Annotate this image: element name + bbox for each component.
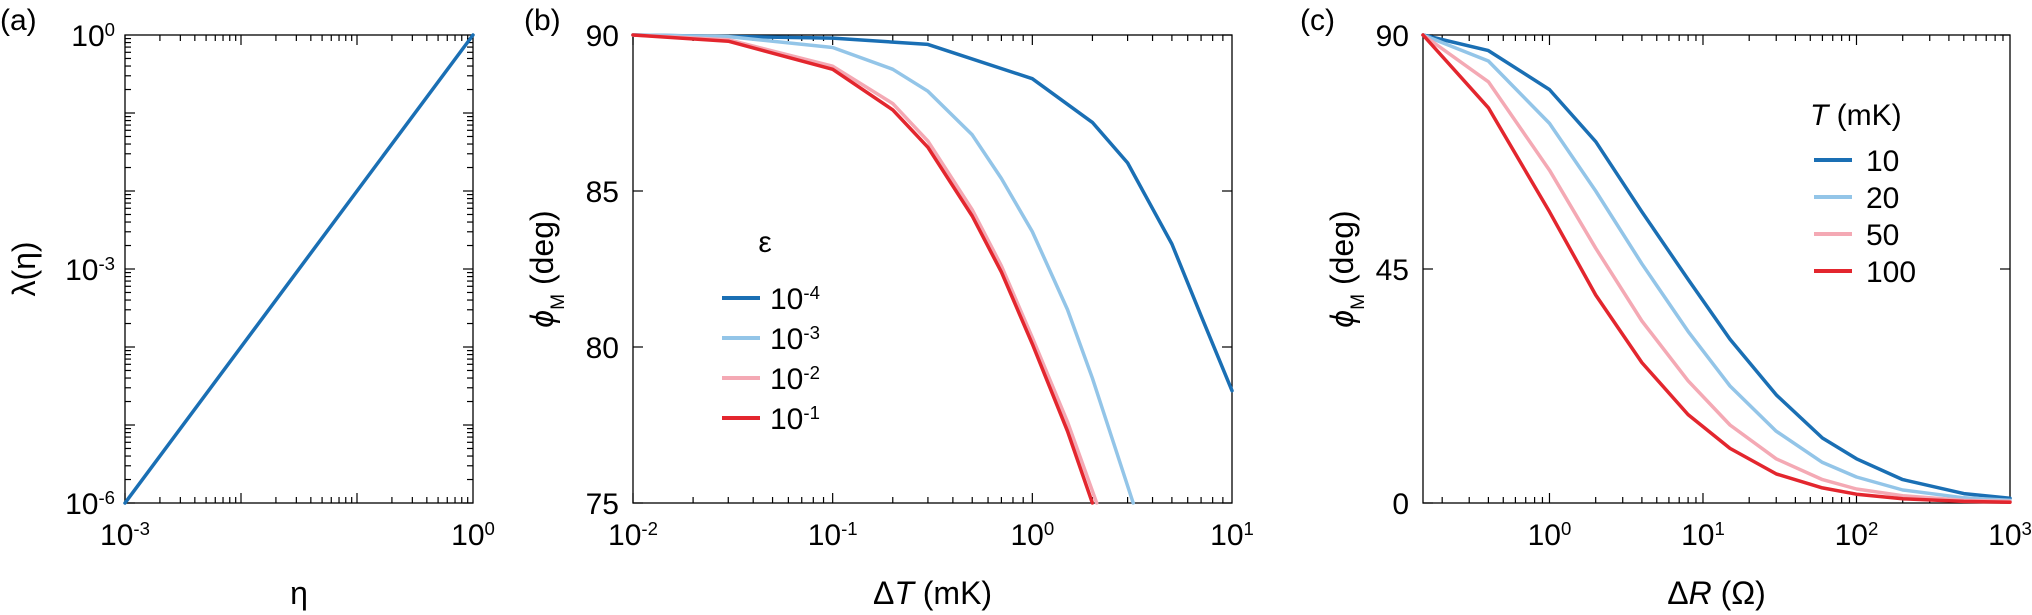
y-tick-label: 85 <box>586 176 619 209</box>
series-line-3 <box>1421 33 2012 504</box>
x-axis-label: η <box>290 575 308 611</box>
y-axis-label: ϕM (deg) <box>524 210 569 327</box>
x-tick-label: 10-3 <box>100 518 150 553</box>
series-line-4 <box>1421 33 2012 504</box>
y-tick-label: 80 <box>586 332 619 365</box>
legend-label: 10 <box>1866 145 1899 178</box>
y-axis-label: ϕM (deg) <box>1324 210 1369 327</box>
panel-label: (c) <box>1300 4 1335 37</box>
legend: ε 10-4 10-3 10-2 10-1 <box>722 226 820 436</box>
x-tick-label: 103 <box>1988 518 2032 553</box>
x-tick-label: 102 <box>1835 518 1879 553</box>
x-tick-label: 10-2 <box>608 518 658 553</box>
x-tick-label: 101 <box>1681 518 1725 553</box>
x-axis-label: ΔR (Ω) <box>1667 575 1766 611</box>
legend-label: 100 <box>1866 256 1916 289</box>
x-tick-label: 10-1 <box>808 518 858 553</box>
series-line-4 <box>631 33 1095 505</box>
y-tick-label: 10-3 <box>65 253 115 288</box>
legend-title: T (mK) <box>1810 99 1902 132</box>
x-tick-label: 101 <box>1210 518 1254 553</box>
y-tick-label: 45 <box>1376 254 1409 287</box>
legend-label: 10-3 <box>770 322 820 357</box>
legend: T (mK) 10 20 50 100 <box>1810 99 1916 289</box>
x-tick-label: 100 <box>1528 518 1572 553</box>
y-tick-label: 90 <box>1376 20 1409 53</box>
series-line-2 <box>631 33 1135 505</box>
series-line-1 <box>1421 33 2012 501</box>
panel-label: (b) <box>524 4 561 37</box>
plot-frame <box>632 34 1233 504</box>
series-line-3 <box>631 33 1099 505</box>
panel-label: (a) <box>0 4 37 37</box>
y-tick-label: 100 <box>71 19 115 54</box>
legend-label: 50 <box>1866 219 1899 252</box>
legend-title: ε <box>758 226 771 259</box>
y-tick-label: 90 <box>586 20 619 53</box>
y-tick-label: 10-6 <box>65 487 115 522</box>
legend-label: 20 <box>1866 182 1899 215</box>
chart-panel-2: 10-2 10-1 100 101 75 80 85 90 (b) ΔT (mK) ϕM (deg)… <box>524 4 1254 611</box>
series-line-1 <box>631 33 1234 393</box>
x-tick-label: 100 <box>451 518 495 553</box>
legend-label: 10-2 <box>770 362 820 397</box>
series-line-1 <box>123 33 475 505</box>
y-tick-label: 75 <box>586 488 619 521</box>
x-tick-label: 100 <box>1010 518 1054 553</box>
chart-panel-3: 100 101 102 103 0 45 90 (c) ΔR (Ω) ϕM (deg) T (mK)… <box>1300 4 2032 611</box>
legend-label: 10-4 <box>770 282 820 317</box>
plot-frame <box>1422 34 2011 504</box>
x-axis-label: ΔT (mK) <box>873 575 992 611</box>
series-line-2 <box>1421 33 2012 503</box>
y-tick-label: 0 <box>1392 488 1409 521</box>
y-axis-label: λ(η) <box>6 241 42 296</box>
legend-label: 10-1 <box>770 402 820 437</box>
